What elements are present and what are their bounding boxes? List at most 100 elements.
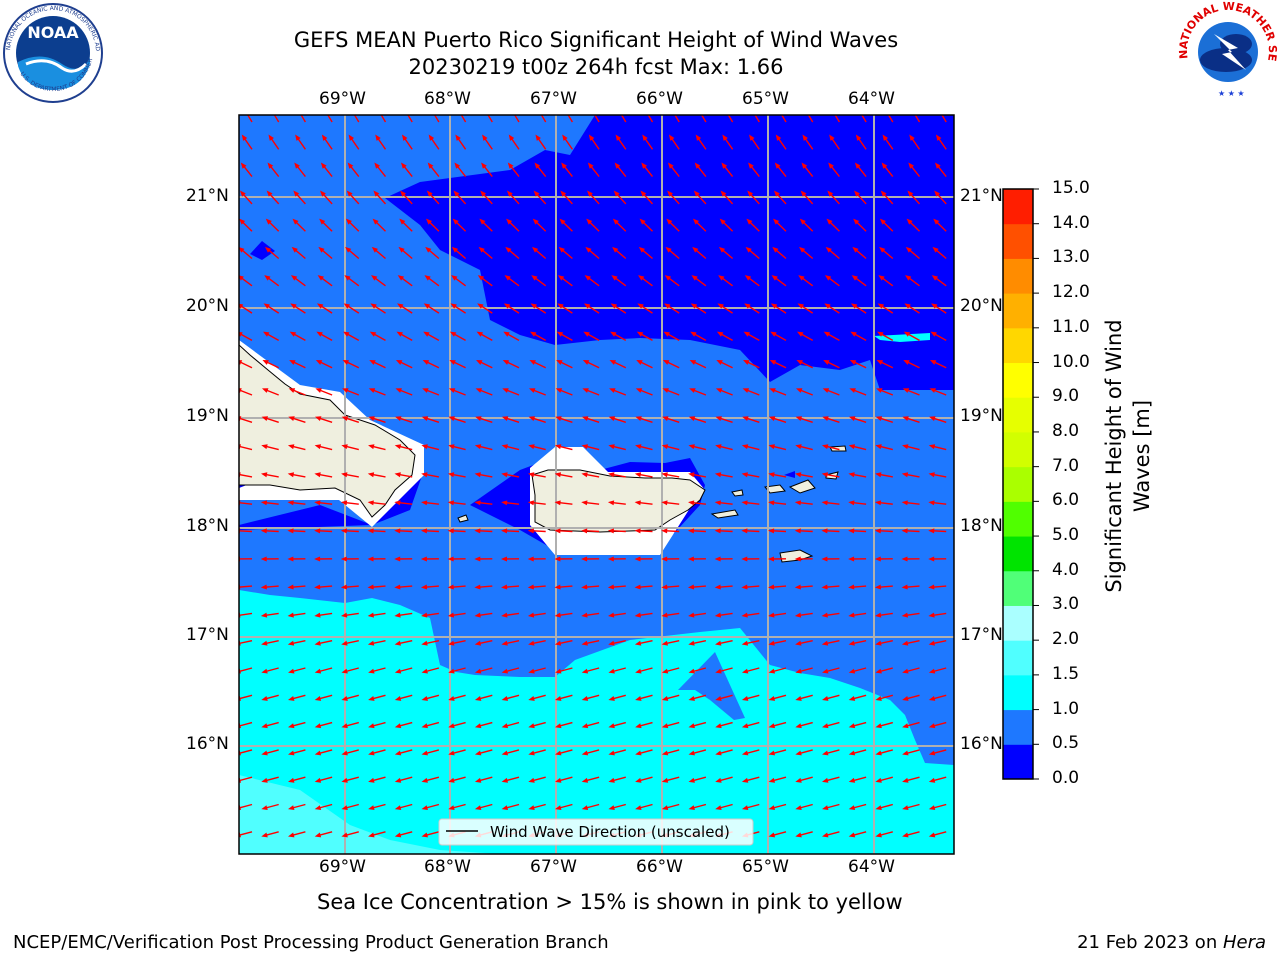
wind-wave-arrowhead [768, 472, 775, 478]
contour-1.0-1.5 [239, 590, 954, 854]
wind-wave-arrowhead [608, 723, 615, 729]
wind-wave-arrowhead [607, 612, 615, 618]
colorbar-swatch-10 [1003, 397, 1033, 433]
wind-wave-arrowhead [741, 750, 749, 756]
wind-wave-arrowhead [290, 275, 298, 281]
colorbar-swatch-9 [1003, 431, 1033, 468]
wind-wave-arrowhead [527, 612, 535, 618]
wind-wave-arrowhead [532, 218, 539, 225]
lat-label-right-18n: 18°N [960, 516, 1003, 536]
wind-wave-arrowhead [262, 359, 269, 365]
wind-wave-arrowhead [261, 723, 268, 729]
wind-wave-arrowhead [510, 107, 515, 113]
wind-wave-arrowhead [421, 472, 428, 478]
wind-wave-arrowhead [928, 668, 936, 674]
island-st-john [788, 479, 816, 494]
contour-1.5-2.0 [239, 775, 500, 854]
wind-wave-arrowhead [661, 528, 668, 534]
wind-wave-arrowhead [447, 528, 454, 534]
wind-wave-arrowhead [826, 218, 833, 225]
wind-wave-arrowhead [931, 275, 939, 281]
wind-wave-arrowhead [528, 444, 535, 450]
lon-label-top-65w: 65°W [742, 89, 789, 109]
wind-wave-arrowhead [929, 416, 936, 421]
wind-wave-arrowhead [506, 190, 513, 197]
wind-wave-arrowhead [661, 777, 669, 783]
wind-wave-arrowhead [794, 500, 802, 506]
wind-wave-arrowhead [689, 388, 696, 393]
wind-wave-arrowhead [875, 805, 882, 811]
wind-wave-arrowhead [561, 162, 567, 169]
wind-wave-arrowhead [688, 668, 695, 674]
wind-wave-arrowhead [697, 107, 702, 113]
wind-wave-arrowhead [501, 556, 508, 562]
wind-wave-arrowhead [875, 777, 882, 783]
wind-wave-arrowhead [795, 723, 802, 729]
wind-wave-arrowhead [447, 472, 455, 478]
wind-wave-arrowhead [534, 162, 541, 169]
island-st-croix [779, 549, 814, 563]
wind-wave-arrowhead [663, 331, 670, 337]
wind-wave-arrowhead [314, 640, 321, 646]
wind-wave-arrowhead [693, 190, 700, 197]
wind-wave-arrowhead [768, 500, 775, 506]
wind-wave-arrowhead [795, 388, 803, 393]
wind-wave-arrowhead [875, 832, 882, 838]
wind-wave-arrowhead [823, 359, 830, 365]
lon-label-bottom-64w: 64°W [848, 857, 895, 877]
wind-wave-arrowhead [853, 218, 860, 225]
wind-wave-arrowhead [261, 444, 268, 450]
wind-wave-arrowhead [555, 750, 562, 756]
legend-text: Wind Wave Direction (unscaled) [490, 823, 730, 841]
wind-wave-arrowhead [262, 331, 270, 337]
noaa-logo: NOAA NATIONAL OCEANIC AND ATMOSPHERIC AD… [0, 0, 104, 104]
wind-wave-arrowhead [715, 750, 722, 756]
wind-wave-arrowhead [768, 584, 775, 590]
wind-wave-arrowhead [528, 723, 535, 729]
wind-wave-arrowhead [661, 500, 668, 506]
wind-wave-arrowhead [528, 750, 535, 756]
wind-wave-arrowhead [928, 750, 936, 756]
wind-wave-arrowhead [607, 500, 615, 506]
wind-wave-arrowhead [447, 556, 454, 562]
wind-wave-arrowhead [715, 805, 722, 811]
wind-wave-arrowhead [422, 388, 429, 393]
wind-wave-arrowhead [614, 162, 621, 169]
wind-wave-arrowhead [426, 190, 433, 197]
wind-wave-arrowhead [394, 612, 401, 618]
wind-wave-arrowhead [688, 472, 695, 478]
wind-wave-arrowhead [586, 218, 593, 225]
wind-wave-arrowhead [803, 107, 808, 113]
footer-date: 21 Feb 2023 on Hera [1077, 932, 1266, 953]
wind-wave-arrowhead [527, 472, 535, 478]
wind-wave-arrowhead [368, 832, 375, 838]
wind-wave-arrowhead [288, 723, 295, 729]
wind-wave-arrowhead [394, 556, 401, 562]
map-field [239, 115, 954, 854]
wind-wave-arrowhead [881, 162, 888, 169]
wind-wave-arrowhead [314, 695, 322, 701]
wind-wave-arrowhead [690, 303, 698, 309]
wind-wave-arrowhead [341, 668, 348, 674]
wind-wave-arrowhead [503, 303, 511, 309]
wind-wave-arrowhead [527, 528, 534, 534]
wind-wave-arrowhead [481, 162, 487, 169]
wind-wave-arrowhead [375, 134, 381, 141]
lat-label-left-20n: 20°N [186, 296, 229, 316]
wind-wave-arrowhead [723, 107, 728, 113]
lon-label-bottom-69w: 69°W [319, 857, 366, 877]
wind-wave-arrowhead [288, 416, 295, 421]
wind-wave-arrowhead [239, 303, 244, 309]
wind-wave-arrowhead [801, 162, 808, 169]
lon-label-bottom-68w: 68°W [424, 857, 471, 877]
wind-wave-arrowhead [421, 777, 428, 783]
wind-wave-arrowhead [639, 218, 646, 225]
wind-wave-arrowhead [928, 723, 936, 729]
wind-wave-arrowhead [661, 472, 668, 478]
wind-wave-arrowhead [368, 388, 376, 393]
wind-wave-arrowhead [397, 275, 405, 281]
nws-logo: NATIONAL WEATHER SERVICE ★ ★ ★ [1172, 0, 1280, 104]
wind-wave-arrowhead [394, 805, 402, 811]
wind-wave-arrowhead [581, 528, 588, 534]
wind-wave-arrowhead [448, 444, 455, 450]
